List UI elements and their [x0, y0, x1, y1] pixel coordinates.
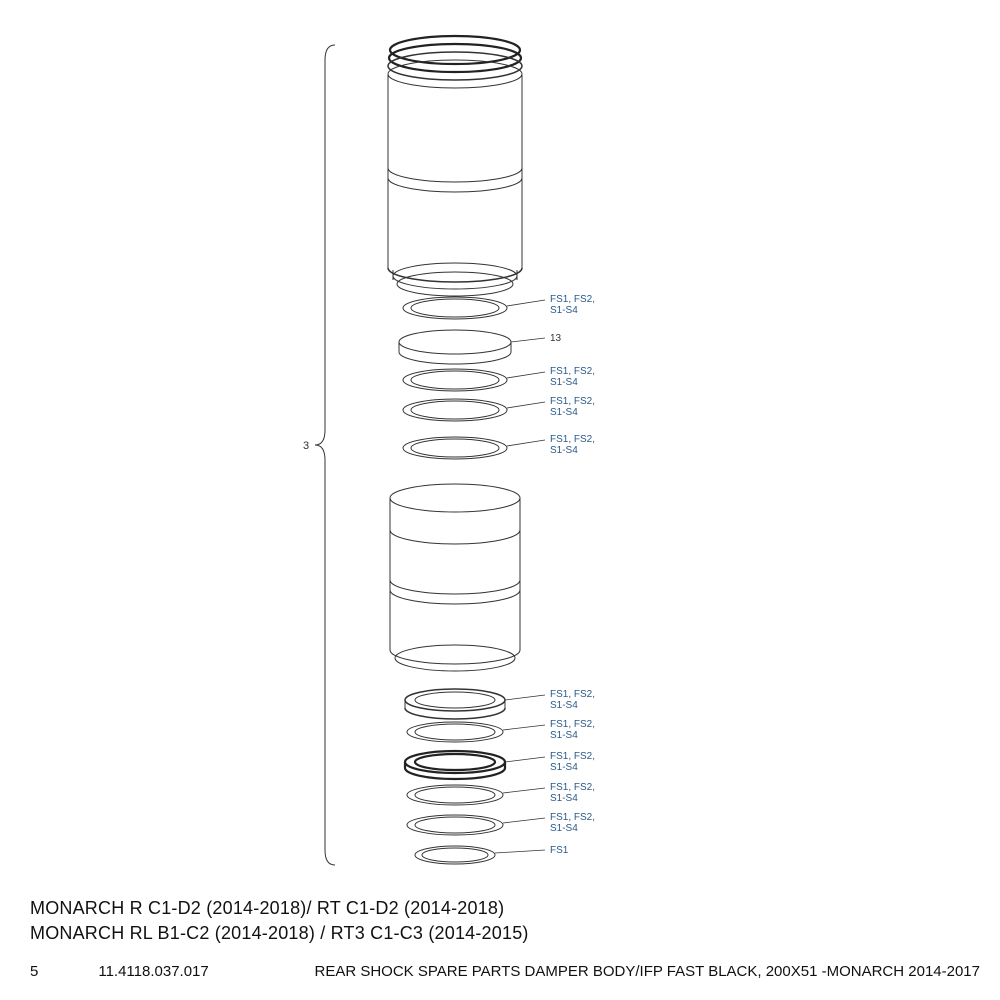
callout-ring-u3: FS1, FS2, S1-S4: [550, 366, 595, 388]
callout-ring-l1: FS1, FS2, S1-S4: [550, 689, 595, 711]
exploded-diagram: [0, 0, 1000, 1000]
callout-ring-l3: FS1, FS2, S1-S4: [550, 751, 595, 773]
callout-ring-l4: FS1, FS2, S1-S4: [550, 782, 595, 804]
footer-description: REAR SHOCK SPARE PARTS DAMPER BODY/IFP F…: [269, 963, 980, 980]
callout-ring-u5: FS1, FS2, S1-S4: [550, 434, 595, 456]
callout-ring-l6: FS1: [550, 845, 568, 856]
title-block: MONARCH R C1-D2 (2014-2018)/ RT C1-D2 (2…: [30, 896, 529, 945]
callout-assembly: 3: [303, 440, 309, 452]
callout-ring-l5: FS1, FS2, S1-S4: [550, 812, 595, 834]
callout-ring-u4: FS1, FS2, S1-S4: [550, 396, 595, 418]
footer-row: 5 11.4118.037.017 REAR SHOCK SPARE PARTS…: [30, 963, 980, 980]
title-line-1: MONARCH R C1-D2 (2014-2018)/ RT C1-D2 (2…: [30, 896, 529, 920]
title-line-2: MONARCH RL B1-C2 (2014-2018) / RT3 C1-C3…: [30, 921, 529, 945]
footer-index: 5: [30, 963, 38, 980]
footer-partnum: 11.4118.037.017: [98, 963, 208, 980]
callout-ring-l2: FS1, FS2, S1-S4: [550, 719, 595, 741]
callout-ring-u1: FS1, FS2, S1-S4: [550, 294, 595, 316]
callout-ring-u2: 13: [550, 333, 561, 344]
